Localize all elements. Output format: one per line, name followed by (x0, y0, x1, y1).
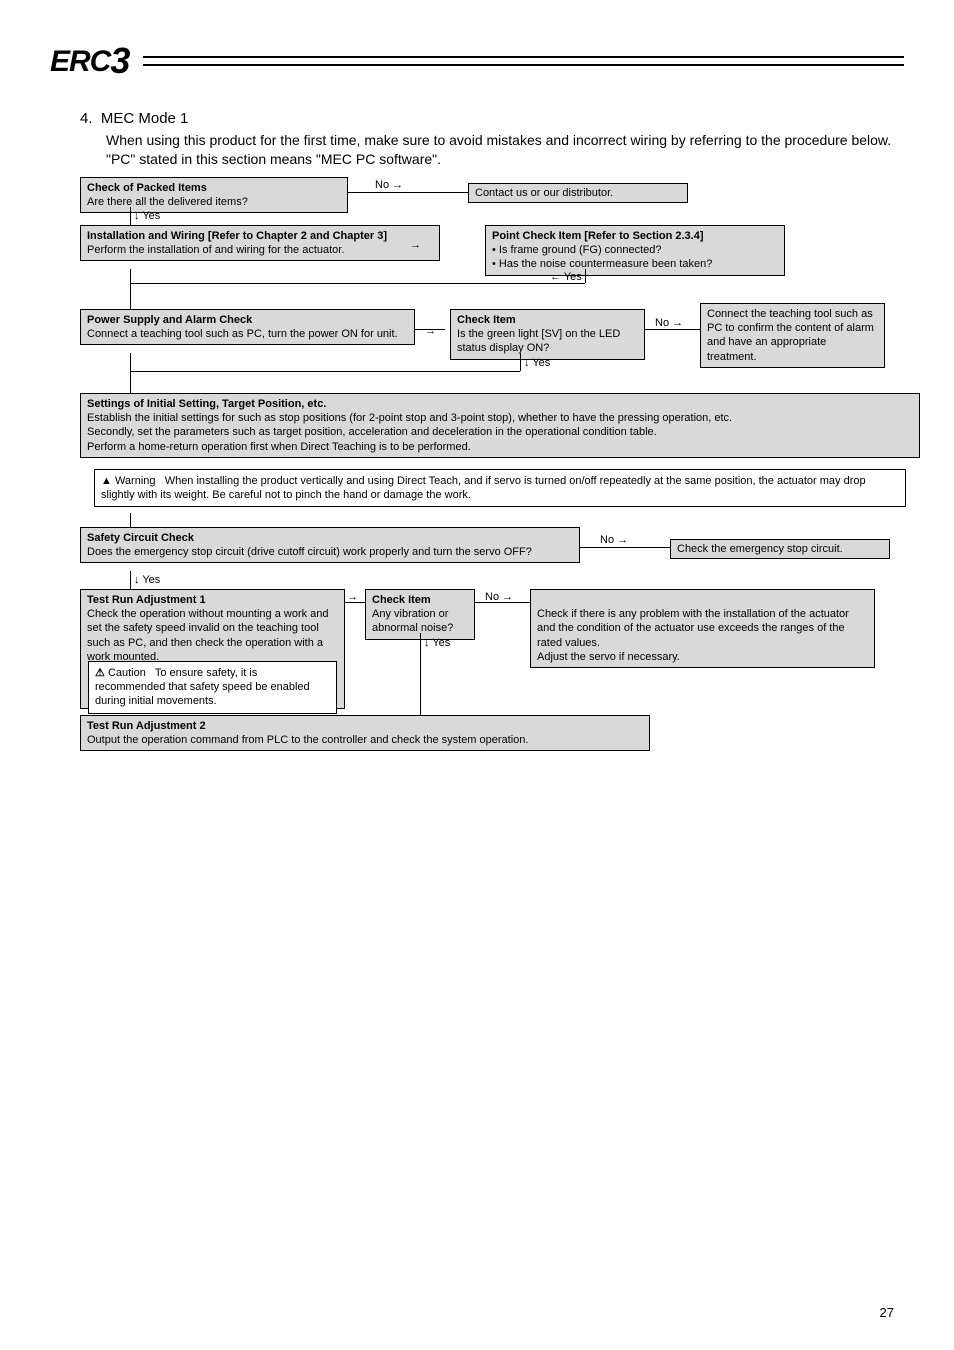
box-test2: Test Run Adjustment 2 Output the operati… (80, 715, 650, 752)
connector (130, 353, 131, 393)
box-connect-teach: Connect the teaching tool such as PC to … (700, 303, 885, 368)
box-safety: Safety Circuit Check Does the emergency … (80, 527, 580, 564)
box-contact: Contact us or our distributor. (468, 183, 688, 203)
box-check-problem: Check if there is any problem with the i… (530, 589, 875, 668)
label-yes: ↓ Yes (524, 357, 550, 369)
box-power: Power Supply and Alarm Check Connect a t… (80, 309, 415, 346)
logo-num: 3 (110, 40, 129, 81)
header-rule (143, 56, 904, 66)
box-settings: Settings of Initial Setting, Target Posi… (80, 393, 920, 458)
connector (130, 371, 520, 372)
caution-box: ⚠ Caution To ensure safety, it is recomm… (88, 661, 337, 714)
warning-icon: ▲ (101, 475, 112, 487)
page-number: 27 (880, 1305, 894, 1320)
connector (580, 547, 670, 548)
label-yes-left: ← Yes (550, 271, 582, 283)
arrow-right: → (425, 325, 436, 337)
caution-icon: ⚠ (95, 667, 105, 679)
intro-text: When using this product for the first ti… (106, 131, 904, 169)
label-yes: ↓ Yes (424, 637, 450, 649)
flowchart: Check of Packed Items Are there all the … (80, 177, 920, 767)
box-install: Installation and Wiring [Refer to Chapte… (80, 225, 440, 262)
logo-text: ERC (50, 45, 110, 78)
box-pointcheck: Point Check Item [Refer to Section 2.3.4… (485, 225, 785, 276)
connector (585, 269, 586, 283)
label-no: No → (375, 179, 403, 191)
box-check-estop: Check the emergency stop circuit. (670, 539, 890, 559)
label-yes: ↓ Yes (134, 574, 160, 586)
label-no: No → (485, 591, 513, 603)
connector (420, 633, 421, 715)
label-no: No → (600, 534, 628, 546)
arrow-right: → (347, 591, 358, 603)
connector (130, 513, 131, 527)
box-checkitem-led: Check Item Is the green light [SV] on th… (450, 309, 645, 360)
box-packed: Check of Packed Items Are there all the … (80, 177, 348, 214)
arrow-right: → (410, 239, 421, 251)
connector (520, 353, 521, 371)
label-yes: ↓ Yes (134, 210, 160, 222)
warning-box: ▲ Warning When installing the product ve… (94, 469, 906, 508)
connector (130, 283, 585, 284)
label-no: No → (655, 317, 683, 329)
connector (130, 269, 131, 309)
section-heading: 4. MEC Mode 1 (80, 110, 904, 127)
connector (130, 207, 131, 225)
connector (348, 192, 468, 193)
connector (645, 329, 700, 330)
connector (130, 571, 131, 589)
